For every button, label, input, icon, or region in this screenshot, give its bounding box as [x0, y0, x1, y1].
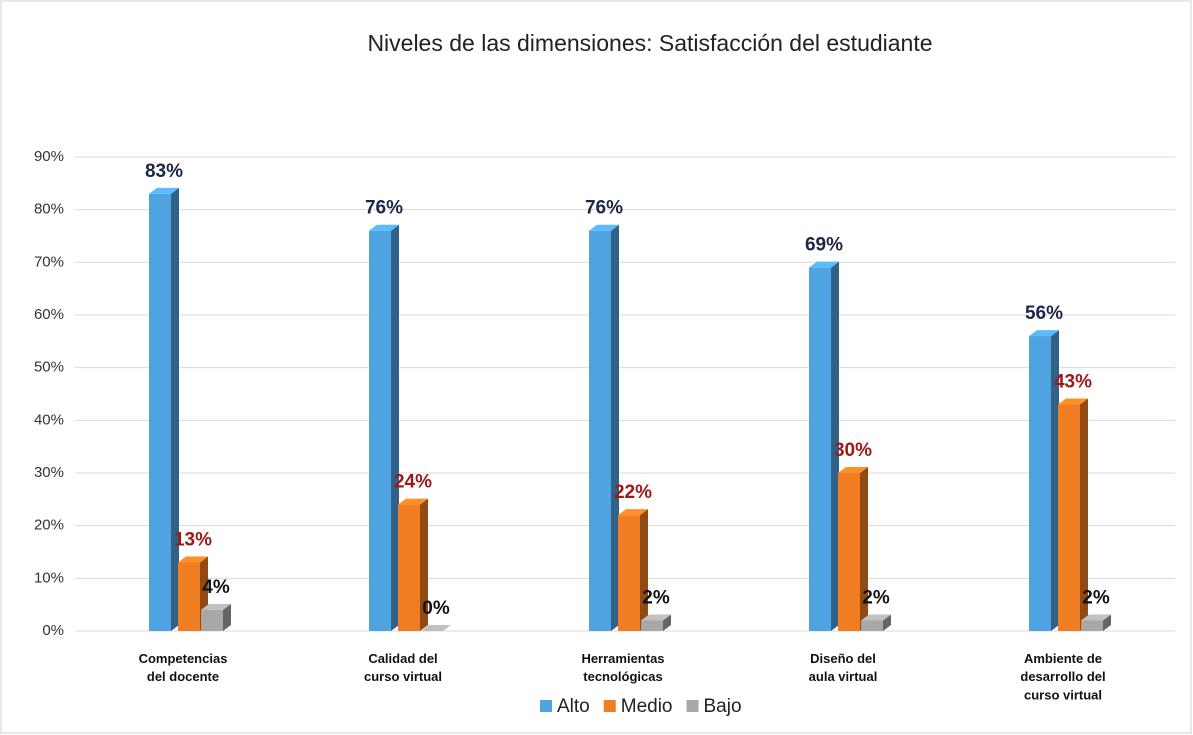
bar-top	[618, 509, 648, 516]
bar-side	[1103, 614, 1111, 631]
y-tick-label: 40%	[34, 411, 64, 428]
value-label: 2%	[642, 587, 670, 608]
x-tick-label: Herramientas tecnológicas	[581, 651, 664, 684]
value-label: 2%	[1082, 587, 1110, 608]
bar-top	[1081, 614, 1111, 621]
bar	[618, 515, 640, 631]
bar	[641, 620, 663, 631]
y-tick-label: 10%	[34, 569, 64, 586]
chart-title: Niveles de las dimensiones: Satisfacción…	[367, 30, 932, 56]
legend-swatch	[603, 700, 616, 712]
bar-top	[838, 467, 868, 473]
bar	[809, 267, 831, 631]
value-label: 56%	[1025, 303, 1063, 324]
bar	[861, 620, 883, 631]
value-label: 22%	[614, 482, 652, 503]
bar-side	[640, 509, 648, 631]
y-tick-label: 70%	[34, 253, 64, 270]
bar-side	[223, 603, 231, 631]
bar-top	[149, 187, 179, 194]
y-tick-label: 60%	[34, 306, 64, 323]
bar-side	[883, 614, 891, 631]
bar	[178, 562, 200, 631]
value-label: 13%	[174, 530, 212, 551]
bar-top	[641, 614, 671, 621]
bar	[1058, 404, 1080, 631]
bar-top	[861, 614, 891, 621]
bar-top	[1058, 398, 1088, 405]
value-label: 24%	[394, 472, 432, 493]
y-tick-label: 90%	[34, 148, 64, 165]
x-tick-label: Competencias del docente	[139, 651, 228, 684]
value-label: 76%	[585, 198, 623, 219]
bar-side	[171, 187, 179, 631]
x-tick-label: Ambiente de desarrollo del curso virtual	[1020, 651, 1105, 702]
x-tick-label: Diseño del aula virtual	[809, 651, 878, 684]
value-label: 30%	[834, 440, 872, 461]
bar-side	[1080, 398, 1088, 631]
y-tick-label: 20%	[34, 517, 64, 534]
y-tick-label: 0%	[42, 622, 64, 639]
bar-top	[1029, 330, 1059, 337]
bar-top	[809, 261, 839, 268]
y-tick-label: 50%	[34, 359, 64, 376]
bar-top	[398, 498, 428, 505]
bar	[589, 230, 611, 631]
bar-top	[421, 625, 451, 631]
bar-side	[860, 467, 868, 631]
value-label: 0%	[422, 598, 450, 619]
bar-side	[1051, 330, 1059, 631]
bar-top	[201, 603, 231, 610]
bar-side	[663, 614, 671, 631]
bar	[369, 230, 391, 631]
bar-top	[589, 224, 619, 231]
y-tick-label: 80%	[34, 201, 64, 218]
legend-label: Bajo	[704, 696, 742, 717]
value-label: 76%	[365, 198, 403, 219]
bar-top	[178, 556, 208, 563]
bar-side	[831, 261, 839, 631]
bar-top	[369, 224, 399, 231]
value-label: 83%	[145, 161, 183, 182]
legend-swatch	[540, 700, 552, 712]
bar-side	[391, 224, 399, 631]
value-label: 2%	[862, 587, 890, 608]
value-label: 43%	[1054, 372, 1092, 393]
x-tick-label: Calidad del curso virtual	[364, 651, 442, 684]
bar-side	[420, 498, 428, 631]
bar	[838, 473, 860, 631]
bar-side	[611, 224, 619, 631]
value-label: 69%	[805, 235, 843, 256]
bar	[1029, 336, 1051, 631]
bar	[1081, 620, 1103, 631]
y-tick-label: 30%	[34, 464, 64, 481]
legend-label: Medio	[621, 696, 673, 717]
bar	[398, 504, 420, 631]
value-label: 4%	[202, 577, 230, 598]
bar	[201, 609, 223, 631]
bar	[149, 193, 171, 631]
legend-label: Alto	[557, 696, 590, 717]
legend-swatch	[686, 700, 699, 712]
